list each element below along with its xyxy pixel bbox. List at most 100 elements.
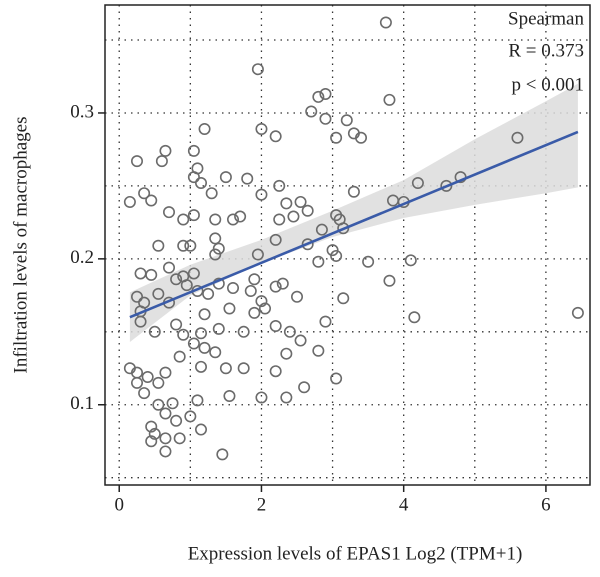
point bbox=[134, 267, 147, 280]
point bbox=[195, 360, 208, 373]
point bbox=[219, 171, 232, 184]
point bbox=[305, 105, 318, 118]
point bbox=[216, 448, 229, 461]
point bbox=[312, 344, 325, 357]
point bbox=[379, 16, 392, 29]
point bbox=[269, 280, 282, 293]
point bbox=[330, 372, 343, 385]
point bbox=[319, 315, 332, 328]
point bbox=[319, 112, 332, 125]
point bbox=[152, 287, 165, 300]
point bbox=[170, 273, 183, 286]
point bbox=[283, 325, 296, 338]
point bbox=[227, 282, 240, 295]
point bbox=[315, 223, 328, 236]
point bbox=[219, 362, 232, 375]
point bbox=[440, 179, 453, 192]
point bbox=[347, 185, 360, 198]
point bbox=[187, 144, 200, 157]
point bbox=[131, 155, 144, 168]
regression-line bbox=[129, 130, 579, 319]
point bbox=[237, 362, 250, 375]
point bbox=[340, 114, 353, 127]
point bbox=[145, 435, 158, 448]
confidence-band bbox=[129, 83, 578, 343]
point bbox=[251, 63, 264, 76]
point bbox=[145, 268, 158, 281]
point bbox=[123, 195, 136, 208]
point bbox=[273, 213, 286, 226]
point bbox=[404, 254, 417, 267]
x-axis-label: Expression levels of EPAS1 Log2 (TPM+1) bbox=[188, 543, 523, 564]
point bbox=[301, 238, 314, 251]
y-tick-label: 0.3 bbox=[70, 101, 94, 122]
point bbox=[152, 398, 165, 411]
point bbox=[152, 239, 165, 252]
point bbox=[148, 427, 161, 440]
point bbox=[411, 176, 424, 189]
point bbox=[141, 371, 154, 384]
point bbox=[383, 93, 396, 106]
point bbox=[187, 171, 200, 184]
point bbox=[184, 239, 197, 252]
point bbox=[159, 407, 172, 420]
point bbox=[326, 244, 339, 257]
point bbox=[223, 390, 236, 403]
point bbox=[223, 302, 236, 315]
point bbox=[312, 255, 325, 268]
x-tick-label: 6 bbox=[541, 494, 551, 515]
point bbox=[131, 290, 144, 303]
point bbox=[212, 322, 225, 335]
point bbox=[159, 445, 172, 458]
point bbox=[337, 292, 350, 305]
point bbox=[248, 273, 261, 286]
point bbox=[177, 213, 190, 226]
point bbox=[173, 350, 186, 363]
x-tick-label: 0 bbox=[114, 494, 124, 515]
point bbox=[280, 347, 293, 360]
y-axis-label: Infiltration levels of macrophages bbox=[10, 117, 31, 374]
point bbox=[294, 334, 307, 347]
point bbox=[209, 232, 222, 245]
point bbox=[362, 255, 375, 268]
x-tick-label: 4 bbox=[399, 494, 409, 515]
point bbox=[159, 366, 172, 379]
point bbox=[177, 328, 190, 341]
point bbox=[187, 267, 200, 280]
y-tick-label: 0.1 bbox=[70, 393, 94, 414]
point bbox=[269, 233, 282, 246]
point bbox=[355, 131, 368, 144]
point bbox=[173, 432, 186, 445]
point bbox=[138, 387, 151, 400]
point bbox=[209, 346, 222, 359]
point bbox=[280, 391, 293, 404]
point bbox=[148, 325, 161, 338]
point bbox=[209, 213, 222, 226]
point bbox=[227, 213, 240, 226]
point bbox=[259, 302, 272, 315]
x-tick-label: 2 bbox=[257, 494, 267, 515]
point bbox=[511, 131, 524, 144]
point bbox=[177, 239, 190, 252]
point bbox=[294, 195, 307, 208]
point bbox=[198, 123, 211, 136]
point bbox=[251, 248, 264, 261]
point bbox=[212, 242, 225, 255]
point bbox=[241, 172, 254, 185]
point bbox=[159, 432, 172, 445]
point bbox=[255, 123, 268, 136]
point bbox=[269, 365, 282, 378]
point bbox=[134, 315, 147, 328]
point bbox=[170, 318, 183, 331]
point bbox=[248, 306, 261, 319]
point bbox=[237, 325, 250, 338]
point bbox=[255, 295, 268, 308]
point bbox=[184, 410, 197, 423]
point bbox=[234, 210, 247, 223]
point bbox=[291, 290, 304, 303]
point bbox=[383, 274, 396, 287]
point bbox=[131, 376, 144, 389]
point bbox=[269, 319, 282, 332]
point bbox=[280, 197, 293, 210]
